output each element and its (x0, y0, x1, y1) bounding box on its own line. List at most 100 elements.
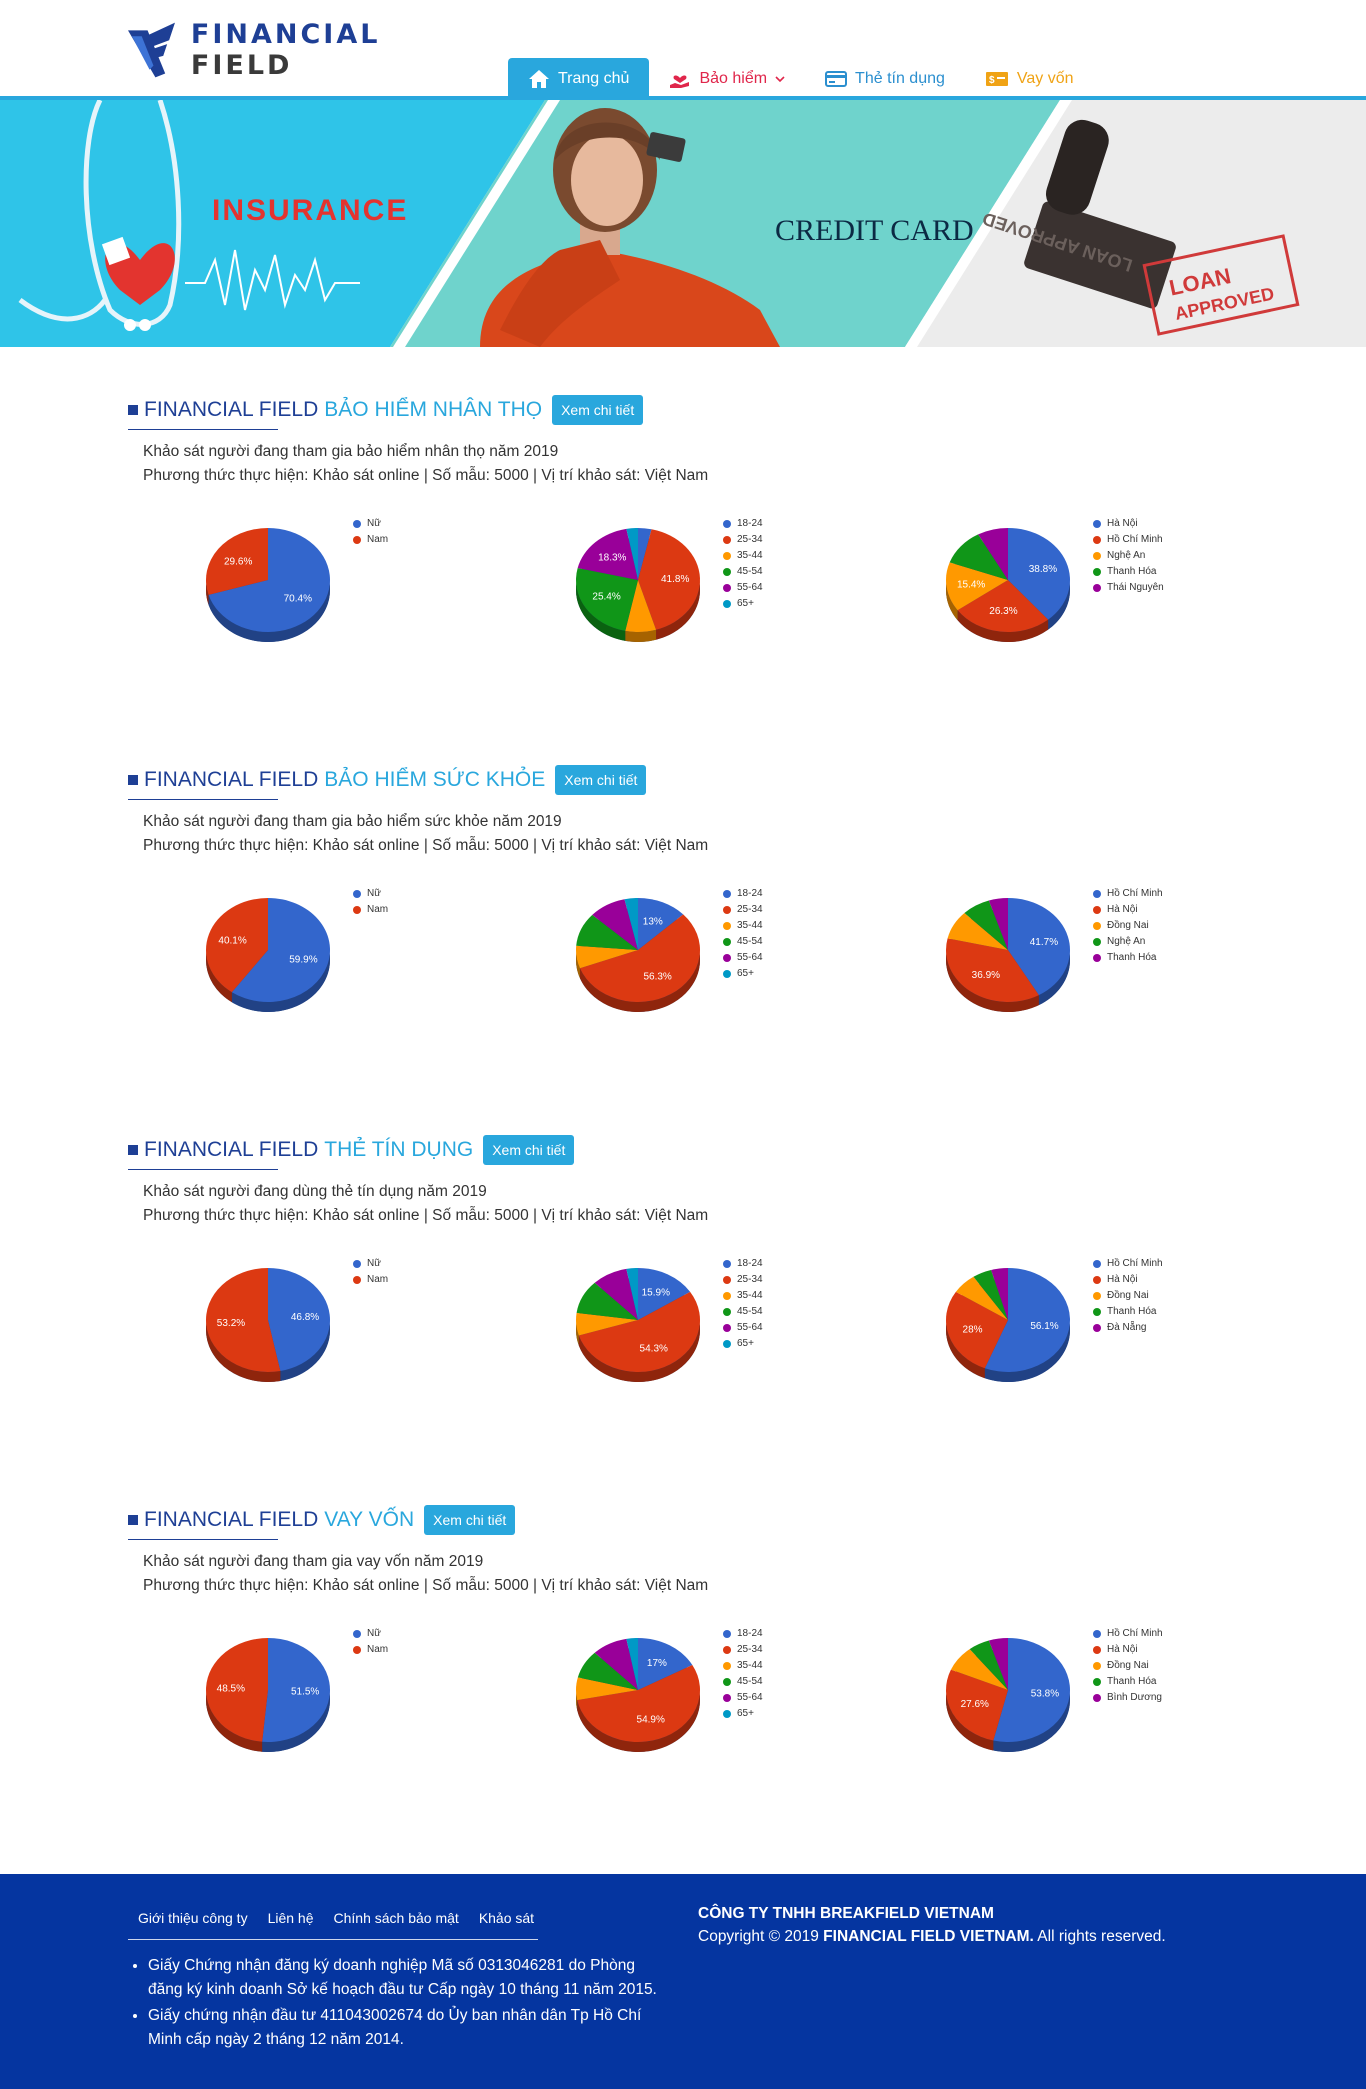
pie-slice[interactable] (1008, 528, 1070, 620)
view-details-button[interactable]: Xem chi tiết (552, 395, 644, 425)
legend-item: 35-44 (723, 1290, 813, 1302)
legend-item: 25-34 (723, 534, 813, 546)
pie-slice[interactable] (594, 1268, 638, 1320)
pie-slice[interactable] (946, 1669, 1008, 1741)
footer-link-privacy[interactable]: Chính sách bảo mật (333, 1910, 459, 1926)
pie-slice[interactable] (576, 568, 638, 631)
pie-slice[interactable] (262, 1638, 330, 1742)
footer-link-survey[interactable]: Khảo sát (478, 1910, 535, 1926)
legend-dot-icon (723, 1646, 731, 1654)
hero-banner: INSURANCE CREDIT CARD LOAN APPROVED LOAN… (0, 100, 1366, 347)
legend-label: Nam (367, 904, 389, 915)
pie-slice[interactable] (957, 580, 1049, 632)
nav-insurance[interactable]: Bảo hiểm (649, 58, 805, 100)
pie-slice[interactable] (268, 1268, 330, 1371)
pie-svg: 46.8% 53.2% (206, 1268, 330, 1382)
pie-slice[interactable] (206, 898, 268, 993)
pie-slice[interactable] (991, 1268, 1008, 1320)
pie-slice[interactable] (206, 1268, 281, 1372)
legend-label: Nữ (367, 888, 381, 899)
pie-slice-side (206, 1320, 281, 1382)
legend-label: Nam (367, 1644, 389, 1655)
legend-label: 45-54 (737, 1306, 763, 1317)
pie-slice[interactable] (579, 914, 700, 1002)
pie-slice[interactable] (988, 898, 1008, 950)
pie-slice[interactable] (206, 1638, 268, 1742)
pie-slice[interactable] (1008, 898, 1070, 996)
legend-label: Hồ Chí Minh (1107, 1258, 1163, 1269)
pie-slice[interactable] (638, 528, 652, 580)
pie-slice[interactable] (626, 528, 638, 580)
section-title: FINANCIAL FIELD BẢO HIỂM SỨC KHỎE (144, 768, 545, 792)
pie-slice[interactable] (624, 898, 638, 950)
pie-slice[interactable] (576, 1312, 638, 1336)
pie-slice-side (1038, 950, 1070, 1006)
legend-label: Nữ (367, 518, 381, 529)
survey-method: Phương thức thực hiện: Khảo sát online |… (143, 467, 709, 484)
pie-svg: 15.9% 54.3% (576, 1268, 700, 1382)
legend-item: 55-64 (723, 1692, 813, 1704)
pie-slice[interactable] (638, 529, 700, 630)
pie-slice[interactable] (626, 1268, 638, 1320)
pie-slice[interactable] (576, 914, 638, 950)
legend-label: 55-64 (737, 582, 763, 593)
footer-links: Giới thiệu công ty Liên hệ Chính sách bả… (128, 1910, 544, 1926)
pie-data-label: 56.1% (1030, 1321, 1058, 1332)
pie-slice[interactable] (577, 1664, 700, 1742)
view-details-button[interactable]: Xem chi tiết (483, 1135, 575, 1165)
pie-slice[interactable] (946, 938, 1039, 1002)
pie-slice[interactable] (576, 945, 638, 969)
legend-dot-icon (1093, 1292, 1101, 1300)
legend-item: 35-44 (723, 1660, 813, 1672)
pie-slice[interactable] (978, 528, 1008, 580)
pie-slice[interactable] (638, 898, 684, 950)
pie-slice[interactable] (949, 534, 1008, 580)
legend-label: 35-44 (737, 920, 763, 931)
pie-slice[interactable] (946, 1291, 1008, 1369)
view-details-button[interactable]: Xem chi tiết (424, 1505, 516, 1535)
pie-slice[interactable] (592, 899, 638, 950)
legend-dot-icon (723, 1678, 731, 1686)
pie-chart: 17% 54.9% 18-24 25-34 35-44 45-54 55-64 65+ (498, 1628, 868, 1778)
pie-slice[interactable] (208, 528, 330, 632)
pie-slice[interactable] (946, 562, 1008, 611)
pie-slice[interactable] (576, 1282, 638, 1320)
pie-slice[interactable] (955, 1276, 1008, 1320)
pie-slice[interactable] (638, 1638, 693, 1690)
footer-link-about[interactable]: Giới thiệu công ty (138, 1910, 248, 1926)
nav-loan[interactable]: $ Vay vốn (965, 58, 1094, 100)
legend-item: 55-64 (723, 952, 813, 964)
nav-home[interactable]: Trang chủ (508, 58, 650, 100)
chart-legend: Hồ Chí Minh Hà Nội Đồng Nai Thanh Hóa Bình D… (1093, 1628, 1183, 1708)
pie-slice[interactable] (576, 1677, 638, 1701)
pie-slice[interactable] (594, 1638, 638, 1690)
pie-slice[interactable] (625, 580, 657, 632)
legend-item: Thanh Hóa (1093, 1306, 1183, 1318)
pie-slice[interactable] (950, 1649, 1008, 1690)
pie-slice[interactable] (969, 1640, 1008, 1690)
legend-label: Hồ Chí Minh (1107, 1628, 1163, 1639)
legend-dot-icon (723, 1260, 731, 1268)
pie-slice[interactable] (638, 1268, 691, 1320)
legend-label: Nam (367, 534, 389, 545)
pie-slice[interactable] (231, 898, 330, 1002)
section-title-product: VAY VỐN (324, 1508, 415, 1531)
pie-slice[interactable] (577, 1652, 638, 1690)
pie-slice[interactable] (973, 1269, 1008, 1320)
pie-slice[interactable] (626, 1638, 638, 1690)
view-details-button[interactable]: Xem chi tiết (555, 765, 647, 795)
pie-slice[interactable] (988, 1638, 1008, 1690)
pie-slice[interactable] (984, 1268, 1070, 1372)
nav-credit-card[interactable]: Thẻ tín dụng (805, 58, 965, 100)
site-logo[interactable]: FINANCIAL FIELD (128, 19, 488, 81)
pie-slice[interactable] (947, 913, 1008, 950)
pie-slice[interactable] (964, 900, 1008, 950)
pie-slice[interactable] (577, 528, 638, 580)
logo-mark-icon (128, 22, 175, 78)
legend-label: 65+ (737, 968, 754, 979)
pie-slice[interactable] (993, 1638, 1070, 1742)
pie-slice[interactable] (578, 1291, 700, 1372)
pie-slice[interactable] (206, 528, 268, 595)
footer-link-contact[interactable]: Liên hệ (267, 1910, 314, 1926)
legend-label: 45-54 (737, 936, 763, 947)
